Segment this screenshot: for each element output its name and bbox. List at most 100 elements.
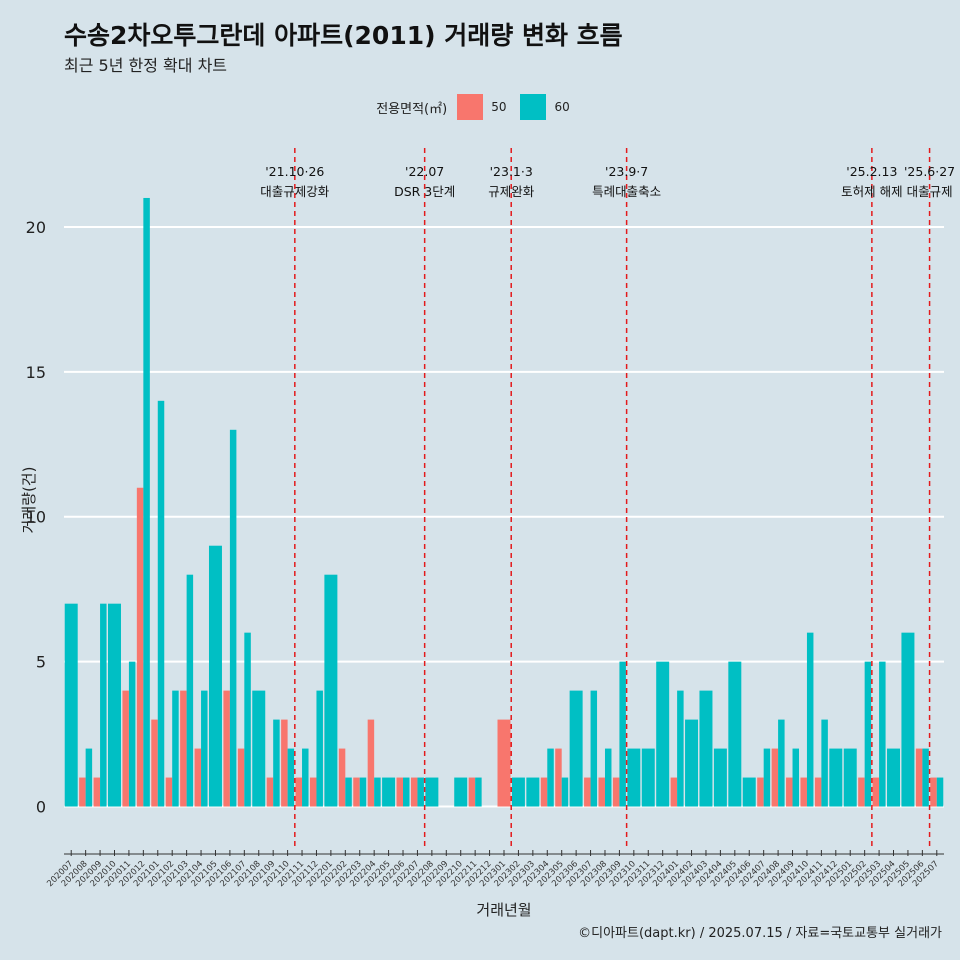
bar-50	[598, 777, 605, 807]
bar-60	[244, 632, 251, 807]
bar-60	[728, 661, 742, 807]
bar-50	[584, 777, 591, 807]
legend-label-50: 50	[491, 100, 507, 114]
bar-60	[128, 661, 136, 807]
bar-50	[165, 777, 173, 807]
bar-50	[858, 777, 865, 807]
bar-50	[281, 719, 288, 807]
bar-60	[778, 719, 785, 807]
bar-60	[201, 690, 208, 807]
bar-50	[266, 777, 274, 807]
event-name-label: 대출규제	[907, 184, 953, 199]
bar-50	[151, 719, 158, 807]
page-title: 수송2차오투그란데 아파트(2011) 거래량 변화 흐름	[64, 21, 623, 50]
legend-key-50	[457, 94, 484, 120]
bar-50	[367, 719, 375, 807]
bar-60	[685, 719, 699, 807]
bar-50	[353, 777, 360, 807]
bar-60	[590, 690, 598, 807]
event-date-label: '21.10·26	[265, 164, 324, 179]
event-date-label: '25.6·27	[904, 164, 955, 179]
bar-60	[143, 197, 150, 807]
bar-50	[670, 777, 678, 807]
bar-60	[901, 632, 915, 807]
legend-key-60	[520, 94, 547, 120]
bar-60	[713, 748, 727, 807]
bar-50	[757, 777, 764, 807]
bar-60	[85, 748, 93, 807]
event-date-label: '23.9·7	[605, 164, 648, 179]
bar-50	[612, 777, 620, 807]
bar-60	[569, 690, 583, 807]
page-subtitle: 최근 5년 한정 확대 차트	[64, 56, 228, 75]
bar-60	[302, 748, 309, 807]
bar-60	[641, 748, 655, 807]
bar-50	[338, 748, 346, 807]
y-tick-label: 0	[36, 798, 46, 817]
bar-60	[172, 690, 179, 807]
bar-60	[792, 748, 800, 807]
bar-60	[547, 748, 554, 807]
bar-50	[468, 777, 476, 807]
bar-60	[763, 748, 771, 807]
bar-50	[136, 487, 144, 807]
bar-60	[619, 661, 626, 807]
bar-60	[374, 777, 381, 807]
bar-60	[108, 603, 121, 807]
bar-60	[316, 690, 323, 807]
chart-legend: 전용면적(㎡) 50 60	[0, 92, 960, 122]
bar-60	[887, 748, 900, 807]
bar-60	[864, 661, 872, 807]
event-name-label: 특례대출축소	[592, 184, 661, 199]
bar-60	[677, 690, 684, 807]
bar-60	[100, 603, 107, 807]
bar-50	[786, 777, 793, 807]
bar-50	[223, 690, 230, 807]
bar-50	[800, 777, 807, 807]
bar-50	[396, 777, 404, 807]
x-axis-title: 거래년월	[476, 901, 531, 919]
event-date-label: '23.1·3	[490, 164, 533, 179]
bar-60	[208, 545, 222, 807]
bar-60	[604, 748, 612, 807]
bar-60	[382, 777, 396, 807]
event-name-label: 대출규제강화	[260, 184, 330, 199]
bar-50	[872, 777, 880, 807]
bar-60	[879, 661, 886, 807]
event-name-label: 토허제 해제	[841, 184, 902, 199]
bar-60	[359, 777, 367, 807]
bar-50	[555, 748, 562, 807]
bar-60	[511, 777, 525, 807]
bar-60	[273, 719, 280, 807]
legend-title: 전용면적(㎡)	[376, 101, 448, 117]
bar-50	[194, 748, 202, 807]
bar-60	[186, 574, 194, 807]
source-caption: ©디아파트(dapt.kr) / 2025.07.15 / 자료=국토교통부 실…	[578, 926, 942, 941]
bar-60	[403, 777, 410, 807]
bar-60	[229, 429, 237, 807]
legend-label-60: 60	[554, 100, 570, 114]
y-axis-title: 거래량(건)	[20, 467, 38, 534]
bar-60	[417, 777, 424, 807]
bar-50	[540, 777, 548, 807]
event-name-label: DSR 3단계	[394, 184, 455, 199]
bar-50	[497, 719, 511, 807]
bar-60	[821, 719, 828, 807]
bar-60	[475, 777, 482, 807]
bar-60	[526, 777, 540, 807]
bar-50	[309, 777, 317, 807]
bar-60	[829, 748, 843, 807]
bar-60	[345, 777, 352, 807]
bar-50	[930, 777, 937, 807]
bar-60	[843, 748, 857, 807]
bar-60	[936, 777, 944, 807]
event-date-label: '22.07	[405, 164, 444, 179]
bar-60	[287, 748, 295, 807]
bar-50	[410, 777, 418, 807]
bar-50	[814, 777, 822, 807]
bar-50	[771, 748, 779, 807]
bar-60	[627, 748, 641, 807]
bar-50	[915, 748, 923, 807]
bar-60	[806, 632, 814, 807]
